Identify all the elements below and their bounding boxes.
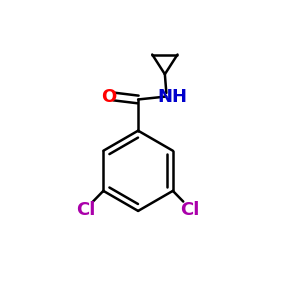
Text: Cl: Cl bbox=[76, 201, 96, 219]
Text: O: O bbox=[101, 88, 116, 106]
Text: NH: NH bbox=[157, 88, 187, 106]
Text: Cl: Cl bbox=[180, 201, 200, 219]
